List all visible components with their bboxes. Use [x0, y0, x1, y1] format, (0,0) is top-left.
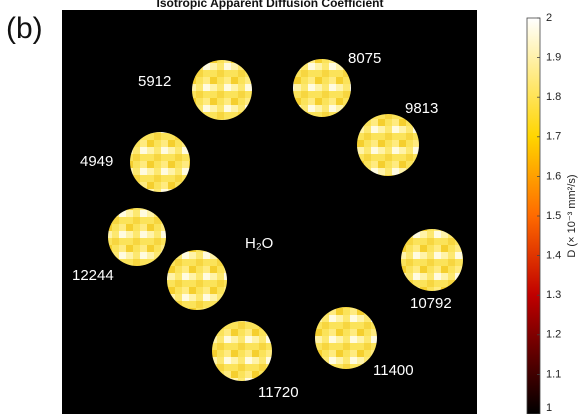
vial: [315, 307, 377, 369]
tick-label: 1.9: [546, 52, 561, 64]
sample-label: 10792: [410, 295, 452, 312]
tick-label: 1.8: [546, 91, 561, 103]
colorbar-label: D (× 10⁻³ mm²/s): [566, 174, 578, 257]
sample-label: 12244: [72, 267, 114, 284]
tick-label: 1.7: [546, 131, 561, 143]
vial: [357, 114, 419, 176]
tick-label: 1.6: [546, 170, 561, 182]
tick-label: 1.5: [546, 210, 561, 222]
vial: [192, 60, 252, 120]
vial: [167, 250, 227, 310]
sample-label: 9813: [405, 100, 438, 117]
vial: [108, 208, 166, 266]
sample-label: 11400: [373, 362, 414, 379]
vial: [212, 321, 272, 381]
sample-label: 11720: [258, 384, 299, 401]
tick-label: 1.2: [546, 329, 561, 341]
tick-label: 1.4: [546, 250, 561, 262]
title: Isotropic Apparent Diffusion Coefficient: [157, 0, 384, 10]
vial: [293, 59, 351, 117]
tick-label: 1.3: [546, 289, 561, 301]
sample-label: 5912: [138, 73, 171, 90]
sample-label: 4949: [80, 153, 113, 170]
vial: [401, 229, 463, 291]
panel-label: (b): [6, 12, 43, 45]
tick-label: 1.1: [546, 368, 561, 380]
vial: [130, 132, 190, 192]
water-label: H₂O: [245, 235, 273, 252]
sample-label: 8075: [348, 50, 381, 67]
tick-label: 2: [546, 12, 552, 24]
tick-label: 1: [546, 402, 552, 414]
figure: (b) Isotropic Apparent Diffusion Coeffic…: [0, 0, 583, 414]
